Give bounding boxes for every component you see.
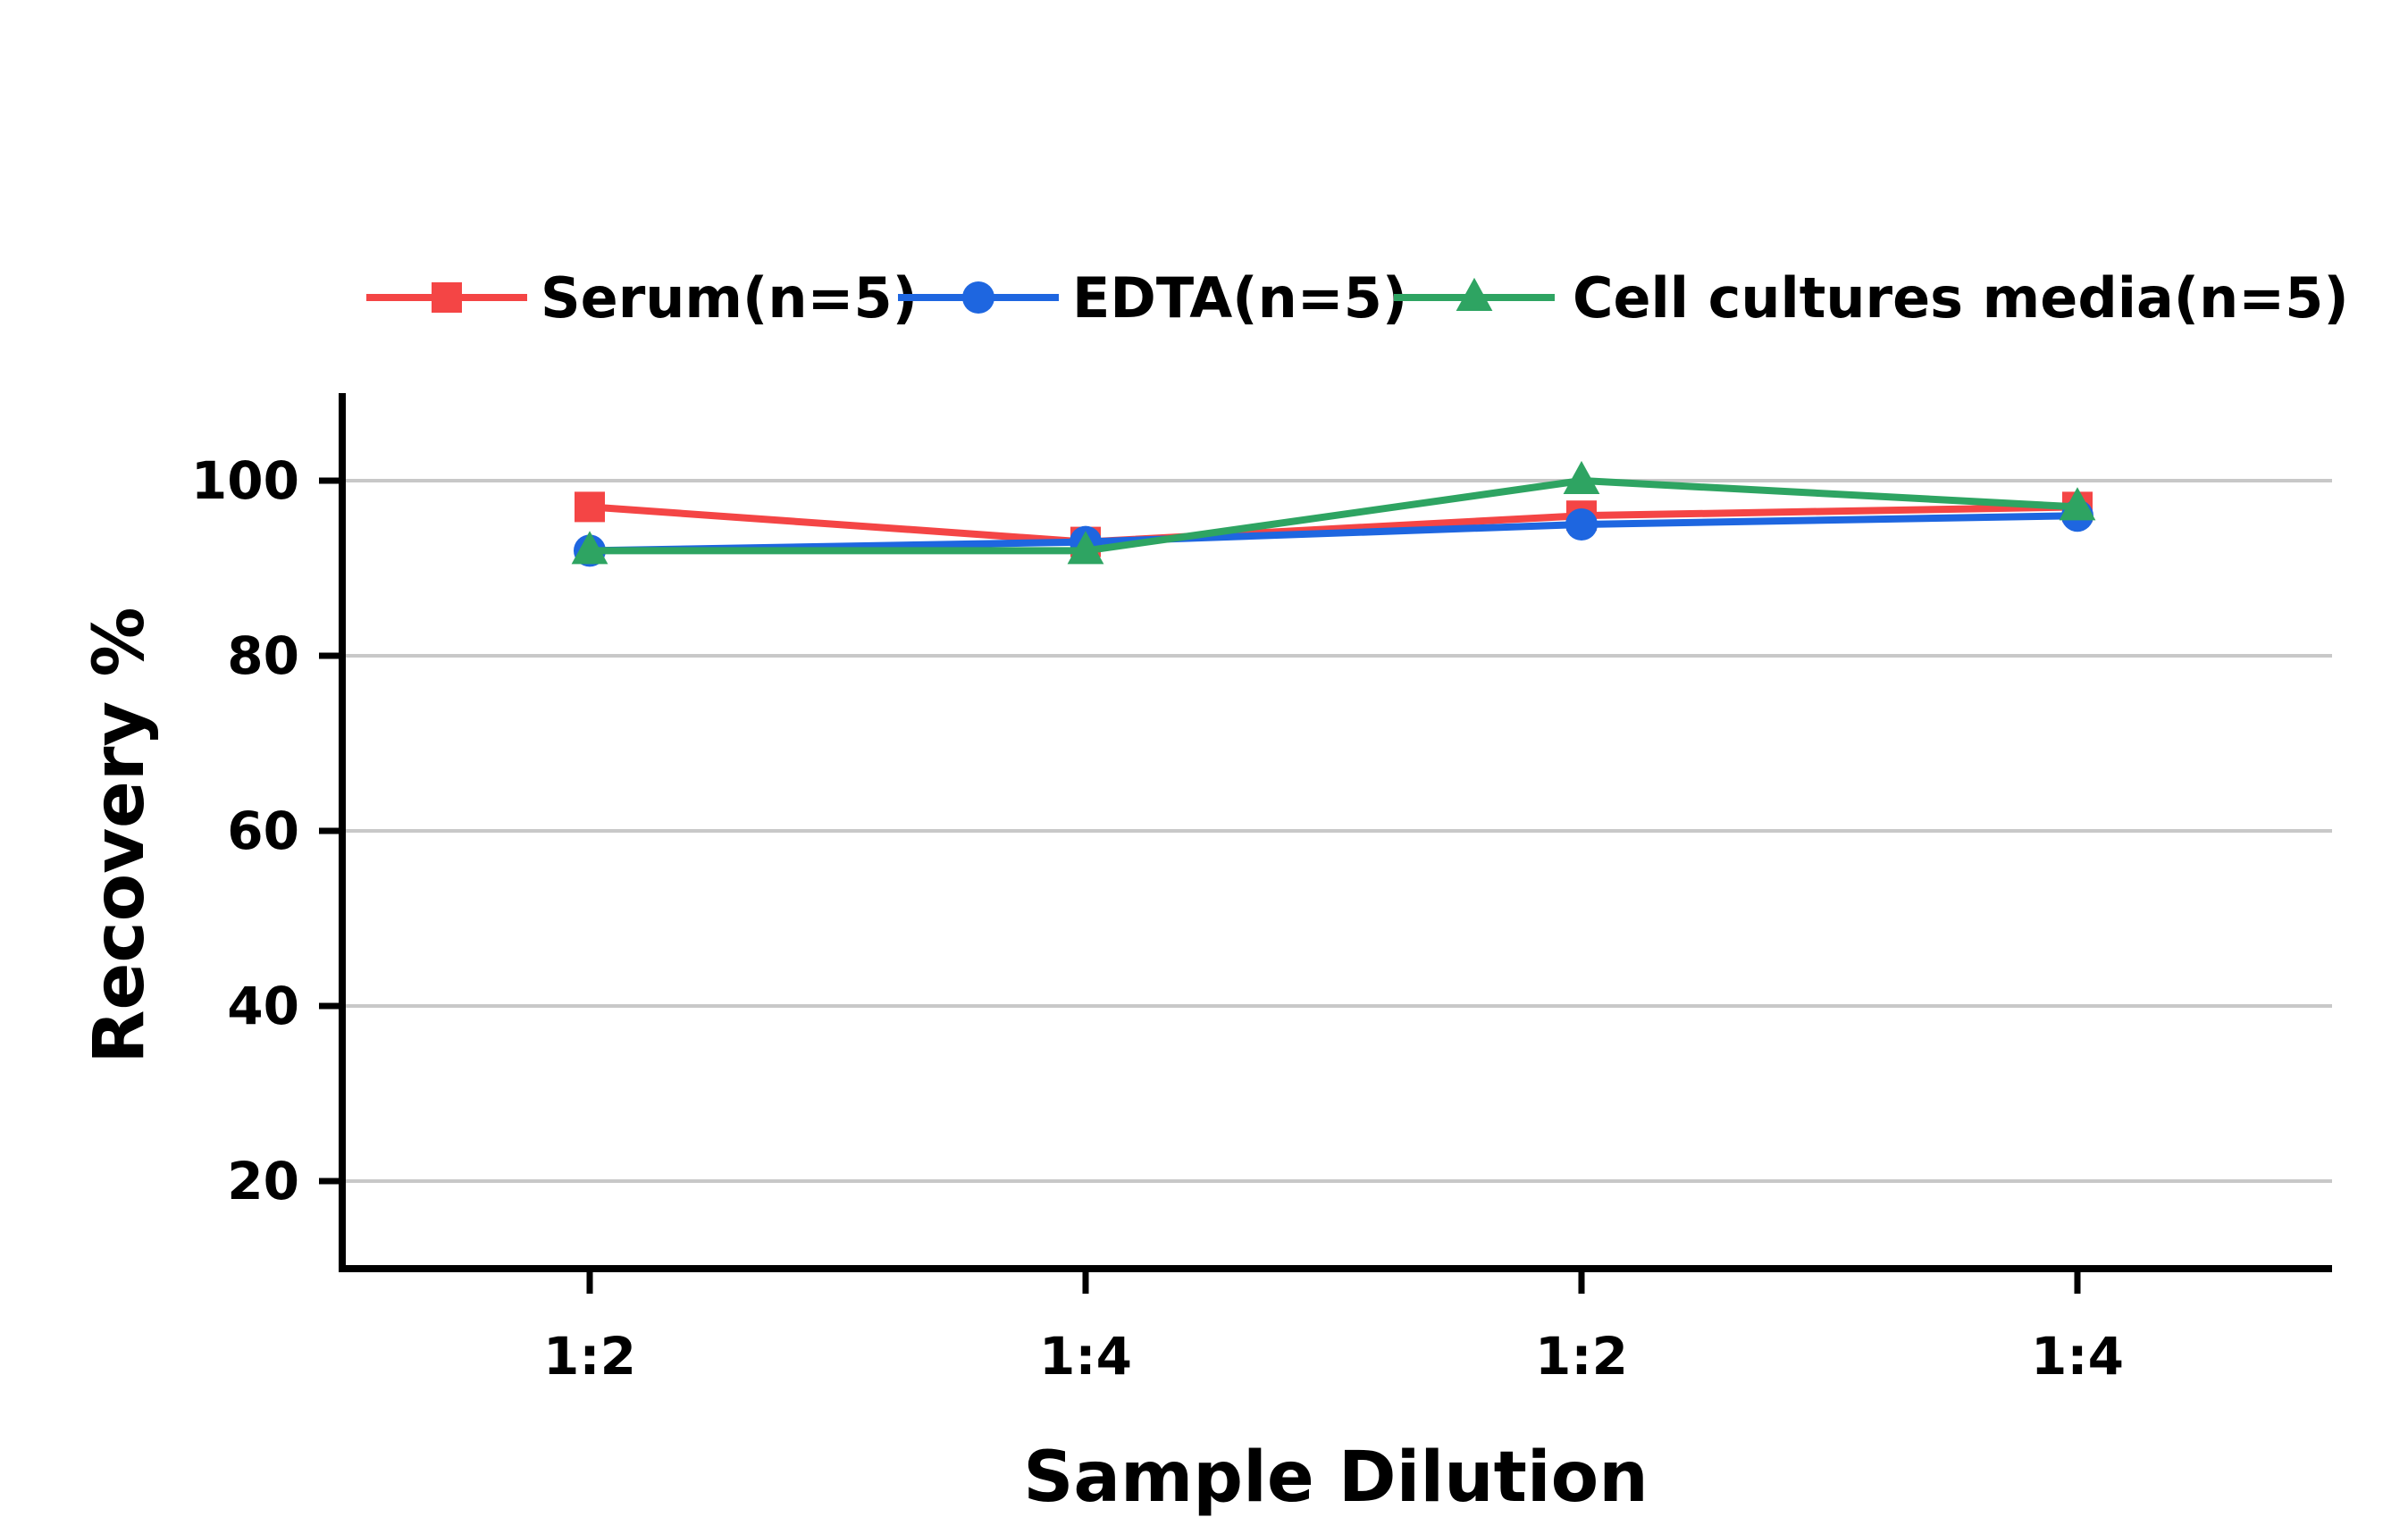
data-point-circle bbox=[962, 281, 994, 314]
y-tick-label: 40 bbox=[227, 976, 299, 1036]
series-line bbox=[589, 512, 2078, 555]
y-tick-label: 100 bbox=[191, 450, 299, 511]
data-point-triangle bbox=[1456, 277, 1493, 311]
y-tick-label: 60 bbox=[227, 801, 299, 861]
data-point-triangle bbox=[571, 531, 608, 565]
data-point-triangle bbox=[1067, 531, 1104, 565]
data-point-square bbox=[432, 282, 462, 313]
x-tick-label: 1:4 bbox=[1039, 1326, 1132, 1387]
y-axis-ticks: 20 40 60 80 100 bbox=[191, 450, 342, 1211]
series-line bbox=[590, 477, 2078, 555]
legend-label: Serum(n=5) bbox=[541, 265, 918, 331]
series-line bbox=[589, 503, 2078, 546]
data-series bbox=[571, 460, 2096, 567]
legend: Serum(n=5) EDTA(n=5) Cell cultures media(n… bbox=[366, 265, 2349, 331]
series-3 bbox=[571, 460, 2096, 565]
x-tick-label: 1:2 bbox=[543, 1326, 636, 1387]
x-axis-ticks: 1:2 1:4 1:2 1:4 bbox=[543, 1269, 2124, 1387]
legend-item-3: Cell cultures media(n=5) bbox=[1394, 265, 2349, 331]
legend-label: EDTA(n=5) bbox=[1072, 265, 1407, 331]
data-point-square bbox=[575, 491, 605, 523]
y-tick-label: 80 bbox=[227, 625, 299, 686]
gridlines bbox=[342, 479, 2332, 1183]
x-tick-label: 1:2 bbox=[1535, 1326, 1628, 1387]
y-tick-label: 20 bbox=[227, 1151, 299, 1211]
data-point-circle bbox=[1565, 508, 1598, 541]
y-axis-title: Recovery % bbox=[80, 607, 160, 1063]
x-axis-title: Sample Dilution bbox=[1023, 1438, 1649, 1518]
data-point-triangle bbox=[2059, 487, 2096, 521]
legend-label: Cell cultures media(n=5) bbox=[1573, 265, 2349, 331]
data-point-triangle bbox=[1563, 460, 1600, 494]
legend-item-2: EDTA(n=5) bbox=[898, 265, 1407, 331]
legend-item-1: Serum(n=5) bbox=[366, 265, 918, 331]
x-tick-label: 1:4 bbox=[2031, 1326, 2124, 1387]
